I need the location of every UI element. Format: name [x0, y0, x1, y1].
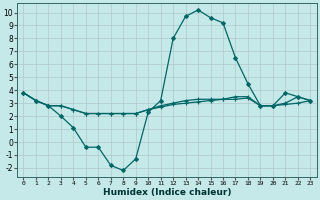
X-axis label: Humidex (Indice chaleur): Humidex (Indice chaleur)	[103, 188, 231, 197]
